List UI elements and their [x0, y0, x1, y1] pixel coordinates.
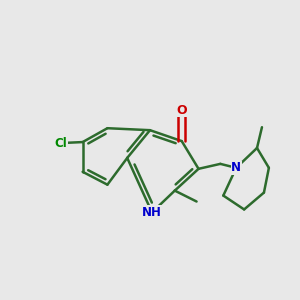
Text: N: N: [231, 161, 241, 174]
Text: O: O: [176, 104, 187, 117]
Text: Cl: Cl: [55, 136, 67, 150]
Text: NH: NH: [142, 206, 162, 219]
